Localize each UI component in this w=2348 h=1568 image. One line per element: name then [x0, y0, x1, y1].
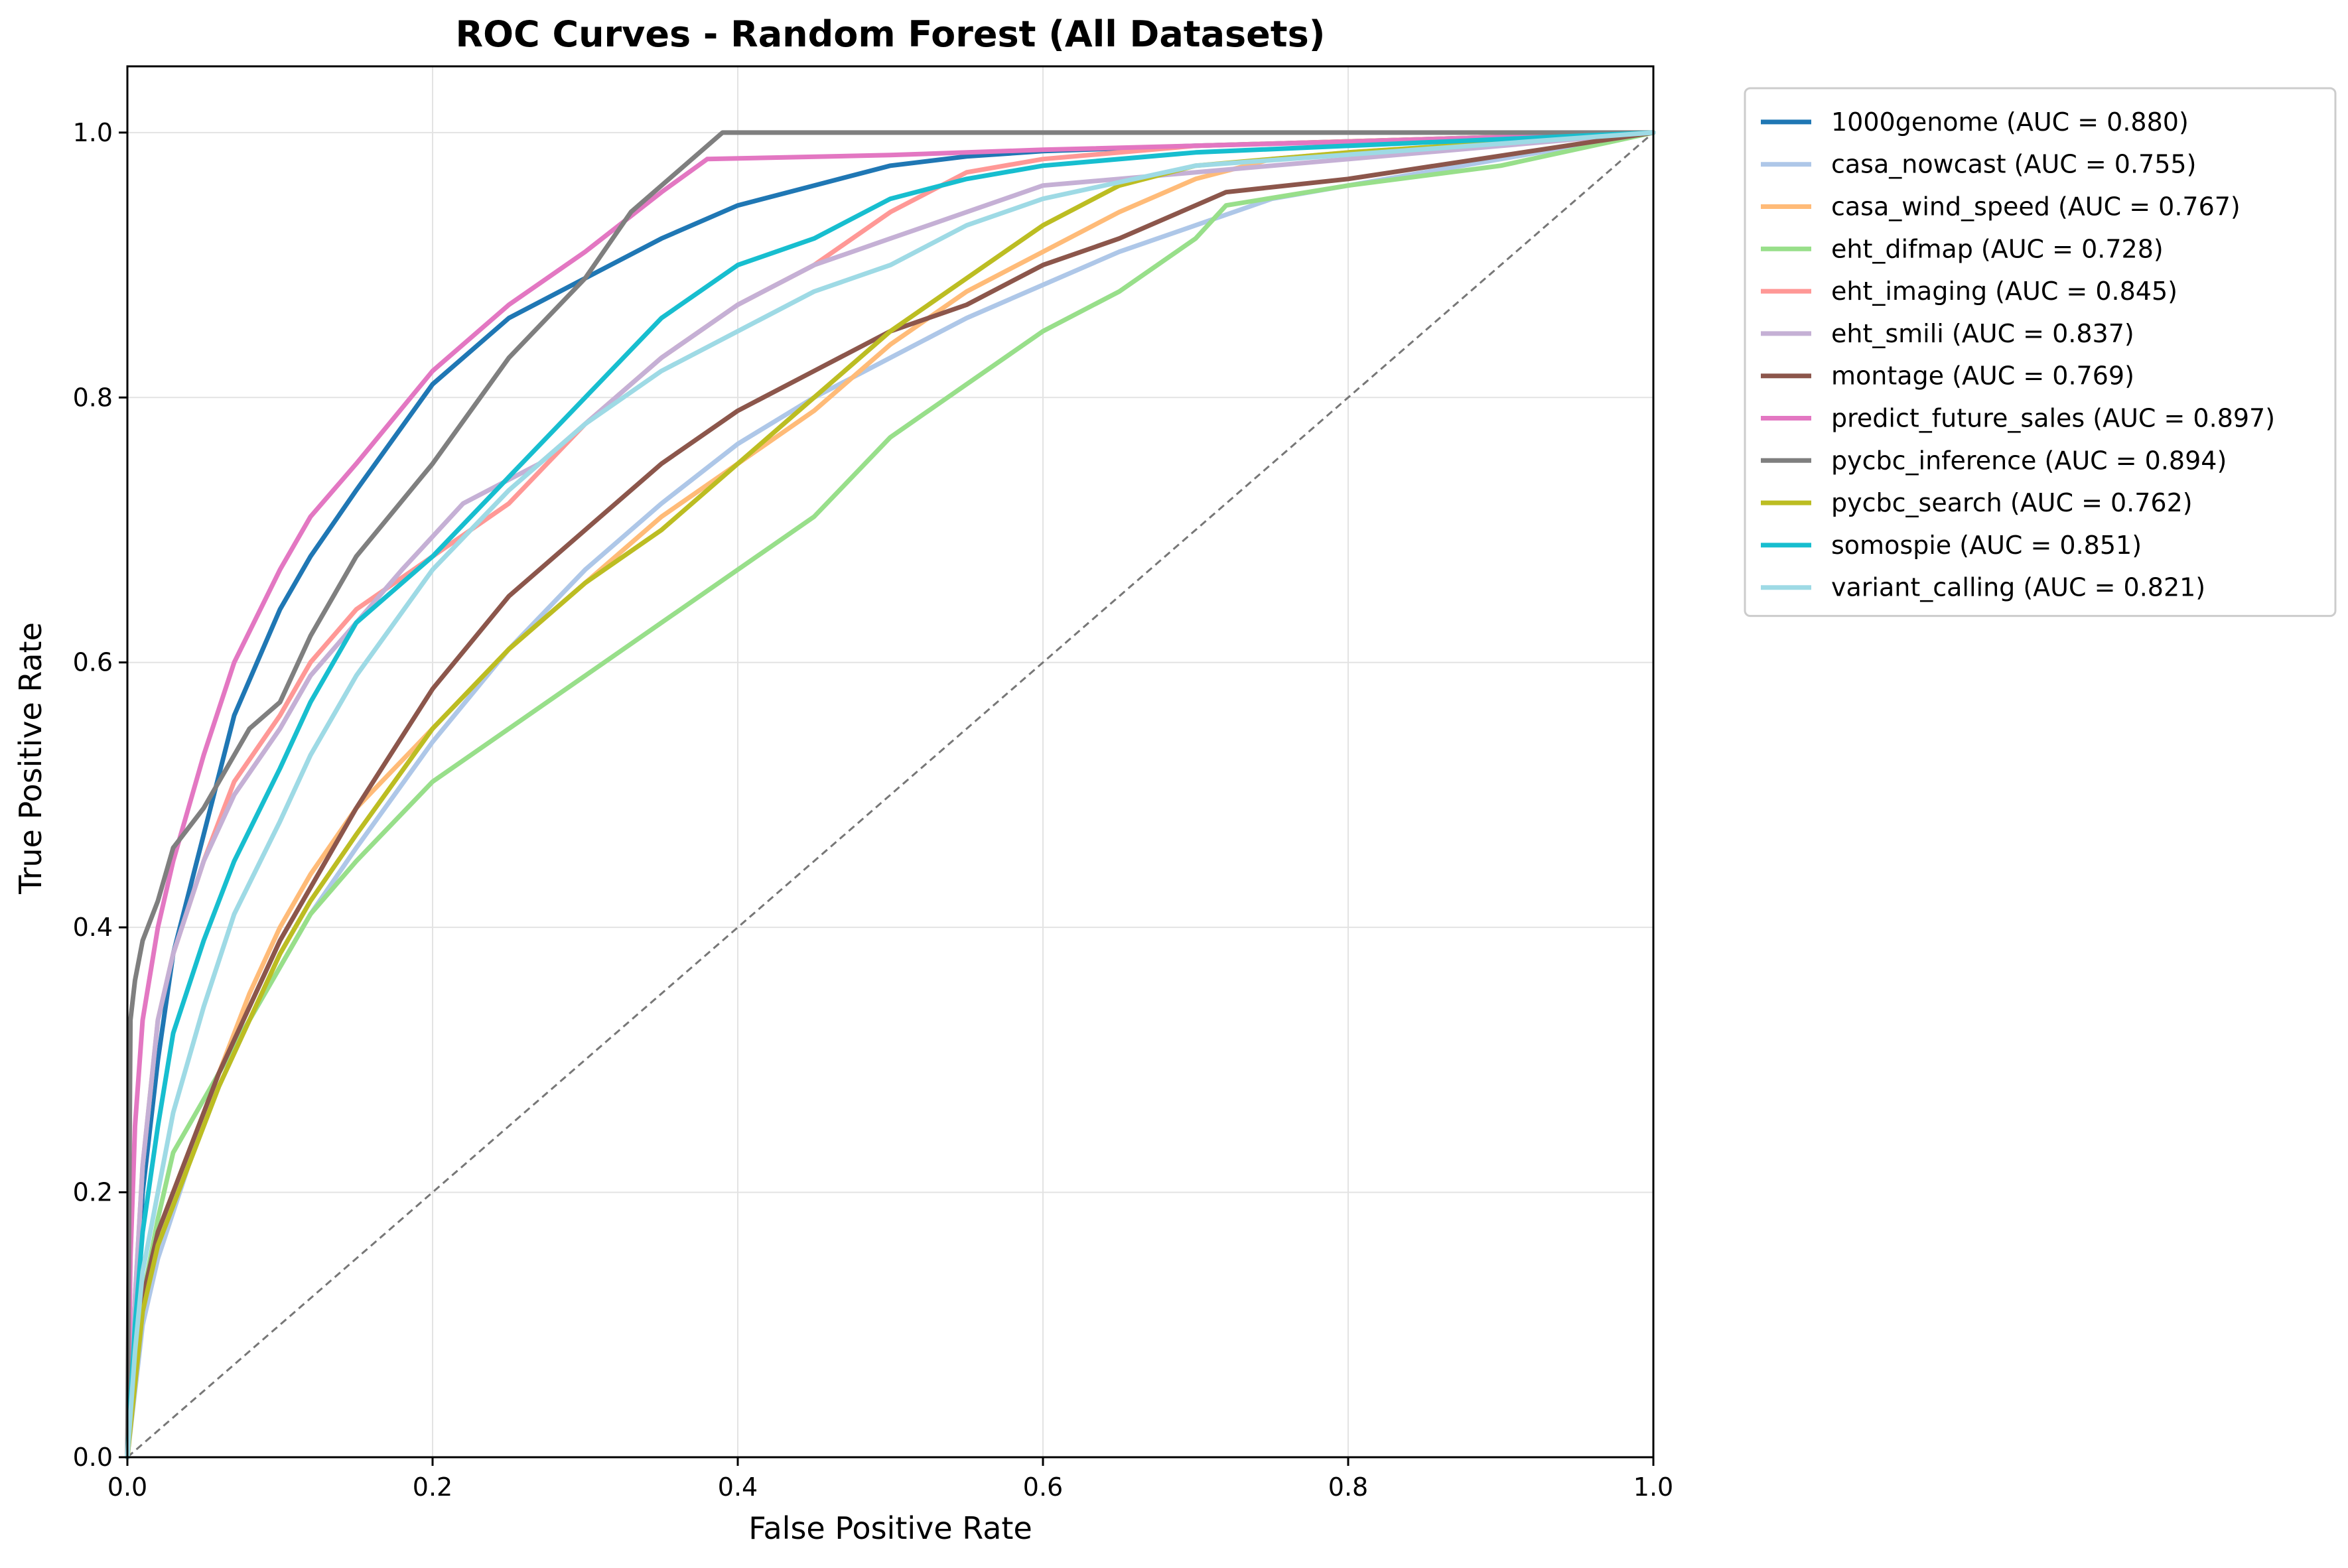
x-tick-label: 0.0: [107, 1472, 147, 1502]
y-tick-label: 1.0: [73, 118, 113, 147]
x-axis-label: False Positive Rate: [748, 1510, 1032, 1546]
legend-label-2: casa_wind_speed (AUC = 0.767): [1831, 192, 2241, 222]
series-line-11: [125, 130, 1656, 1460]
legend-label-7: predict_future_sales (AUC = 0.897): [1831, 404, 2275, 433]
legend-label-3: eht_difmap (AUC = 0.728): [1831, 234, 2164, 263]
legend-label-5: eht_smili (AUC = 0.837): [1831, 319, 2134, 348]
x-tick-label: 0.8: [1328, 1472, 1368, 1502]
legend-label-8: pycbc_inference (AUC = 0.894): [1831, 446, 2227, 475]
series-group: [125, 130, 1656, 1460]
chart-title: ROC Curves - Random Forest (All Datasets…: [456, 13, 1326, 55]
reference-line: [127, 131, 1654, 1459]
y-tick-label: 0.2: [73, 1178, 113, 1207]
y-tick-label: 0.8: [73, 383, 113, 412]
series-line-10: [125, 130, 1656, 1460]
y-tick-label: 0.4: [73, 913, 113, 942]
legend-label-11: variant_calling (AUC = 0.821): [1831, 573, 2205, 602]
legend-box: [1744, 87, 2337, 618]
series-line-0: [125, 130, 1656, 1460]
x-axis-ticks: 0.0 0.2 0.4 0.6 0.8 1.0: [107, 1457, 1673, 1502]
series-line-5: [125, 130, 1656, 1460]
legend: 1000genome (AUC = 0.880) casa_nowcast (AU…: [1744, 87, 2337, 618]
series-line-9: [125, 130, 1656, 1460]
x-tick-label: 0.6: [1023, 1472, 1063, 1502]
legend-label-0: 1000genome (AUC = 0.880): [1831, 107, 2189, 137]
series-line-3: [125, 130, 1656, 1460]
legend-label-1: casa_nowcast (AUC = 0.755): [1831, 150, 2196, 179]
grid: [127, 66, 1654, 1458]
legend-label-4: eht_imaging (AUC = 0.845): [1831, 277, 2177, 306]
y-tick-label: 0.0: [73, 1443, 113, 1472]
reference-diagonal: [127, 131, 1654, 1459]
legend-label-9: pycbc_search (AUC = 0.762): [1831, 488, 2193, 517]
legend-label-6: montage (AUC = 0.769): [1831, 361, 2134, 391]
y-tick-label: 0.6: [73, 648, 113, 677]
x-tick-label: 0.4: [718, 1472, 758, 1502]
series-line-7: [125, 130, 1656, 1460]
x-tick-label: 1.0: [1633, 1472, 1673, 1502]
plot-frame: [126, 65, 1655, 1459]
y-axis-label: True Positive Rate: [13, 622, 48, 895]
legend-label-10: somospie (AUC = 0.851): [1831, 531, 2142, 560]
series-line-8: [125, 130, 1656, 1460]
y-axis-ticks: 0.0 0.2 0.4 0.6 0.8 1.0: [73, 118, 127, 1472]
x-tick-label: 0.2: [413, 1472, 452, 1502]
series-line-6: [125, 130, 1656, 1460]
